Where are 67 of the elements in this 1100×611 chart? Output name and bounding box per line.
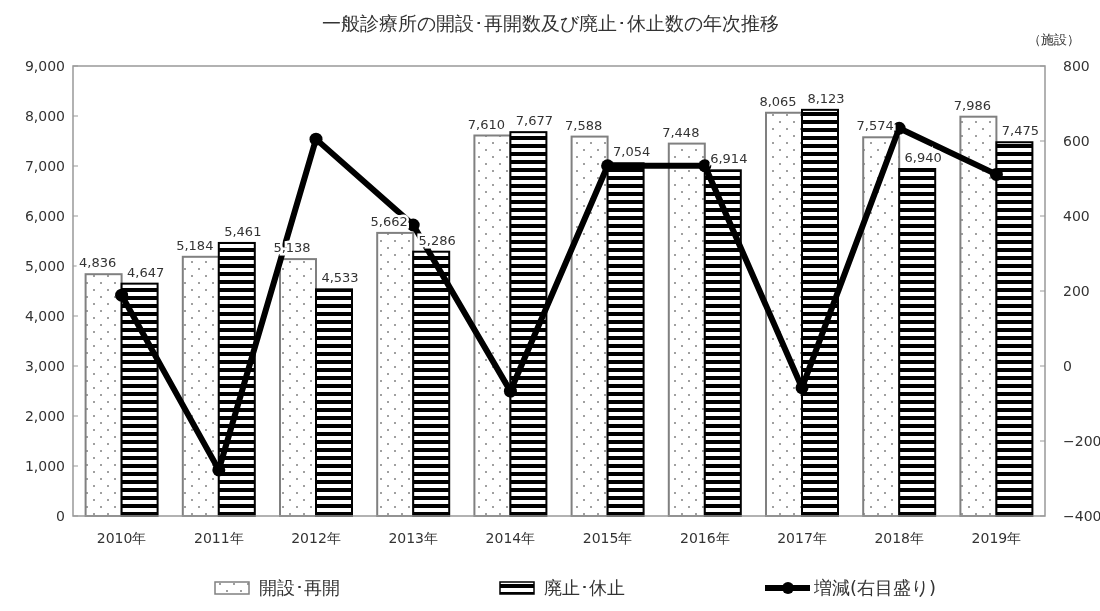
bar — [765, 111, 803, 517]
bar — [667, 142, 706, 517]
bar — [959, 115, 998, 517]
bar — [862, 136, 901, 517]
y2-tick-label: 600 — [1063, 133, 1090, 149]
y-tick-label: 6,000 — [24, 208, 65, 224]
bar — [315, 288, 353, 517]
data-label: 4,647 — [126, 264, 165, 280]
data-label: 7,677 — [515, 113, 554, 129]
legend-label: 開設･再開 — [259, 577, 340, 598]
data-label: 8,065 — [759, 93, 797, 109]
data-label: 4,533 — [321, 270, 359, 286]
data-label: 7,610 — [467, 116, 506, 132]
data-label: 7,054 — [612, 144, 651, 160]
y2-tick-label: 400 — [1063, 208, 1090, 224]
data-label: 5,662 — [370, 213, 408, 229]
x-tick-label: 2011年 — [193, 530, 244, 546]
point — [795, 381, 809, 395]
bar — [279, 258, 317, 517]
y-tick-label: 5,000 — [24, 258, 65, 274]
x-tick-label: 2015年 — [582, 530, 633, 546]
x-tick-label: 2013年 — [388, 530, 439, 546]
point — [698, 159, 712, 173]
point — [309, 132, 323, 146]
y2-tick-label: 200 — [1063, 283, 1090, 299]
y-tick-label: 0 — [56, 508, 65, 524]
y-tick-label: 4,000 — [24, 308, 65, 324]
data-label: 7,986 — [953, 97, 992, 113]
x-tick-label: 2019年 — [971, 530, 1022, 546]
y2-tick-label: 800 — [1063, 58, 1090, 74]
point — [601, 159, 615, 173]
bar — [84, 273, 123, 517]
x-tick-label: 2014年 — [485, 530, 536, 546]
data-label: 7,574 — [856, 118, 894, 134]
legend-label: 増減(右目盛り) — [813, 577, 937, 598]
data-label: 6,940 — [904, 150, 942, 165]
y2label: （施設） — [1028, 32, 1080, 47]
data-label: 6,914 — [710, 151, 748, 167]
bar — [570, 135, 609, 517]
x-tick-label: 2010年 — [96, 530, 147, 546]
x-tick-label: 2017年 — [777, 530, 827, 546]
y-tick-label: 7,000 — [24, 158, 65, 174]
x-tick-label: 2012年 — [291, 530, 341, 546]
legend-label: 廃止･休止 — [544, 577, 625, 598]
bar — [376, 231, 415, 517]
data-label: 4,836 — [78, 255, 117, 271]
y-tick-label: 1,000 — [24, 458, 65, 474]
y-tick-label: 8,000 — [24, 108, 65, 124]
y2-tick-label: −200 — [1063, 433, 1100, 449]
y-tick-label: 3,000 — [24, 358, 65, 374]
data-label: 7,588 — [564, 117, 603, 133]
x-tick-label: 2018年 — [874, 530, 925, 546]
y2-tick-label: 0 — [1063, 358, 1072, 374]
data-label: 8,123 — [807, 90, 845, 106]
data-label: 5,461 — [224, 223, 262, 239]
data-label: 5,184 — [176, 237, 214, 253]
y-tick-label: 2,000 — [24, 408, 65, 424]
bar — [473, 134, 512, 517]
y2-tick-label: −400 — [1063, 508, 1100, 524]
y-tick-label: 9,000 — [24, 58, 65, 74]
data-label: 7,475 — [1001, 123, 1040, 139]
data-label: 7,448 — [662, 124, 700, 140]
title: 一般診療所の開設･再開数及び廃止･休止数の年次推移 — [321, 12, 779, 34]
bar — [898, 168, 937, 517]
x-tick-label: 2016年 — [679, 530, 730, 546]
point — [115, 288, 129, 302]
point — [989, 167, 1003, 181]
